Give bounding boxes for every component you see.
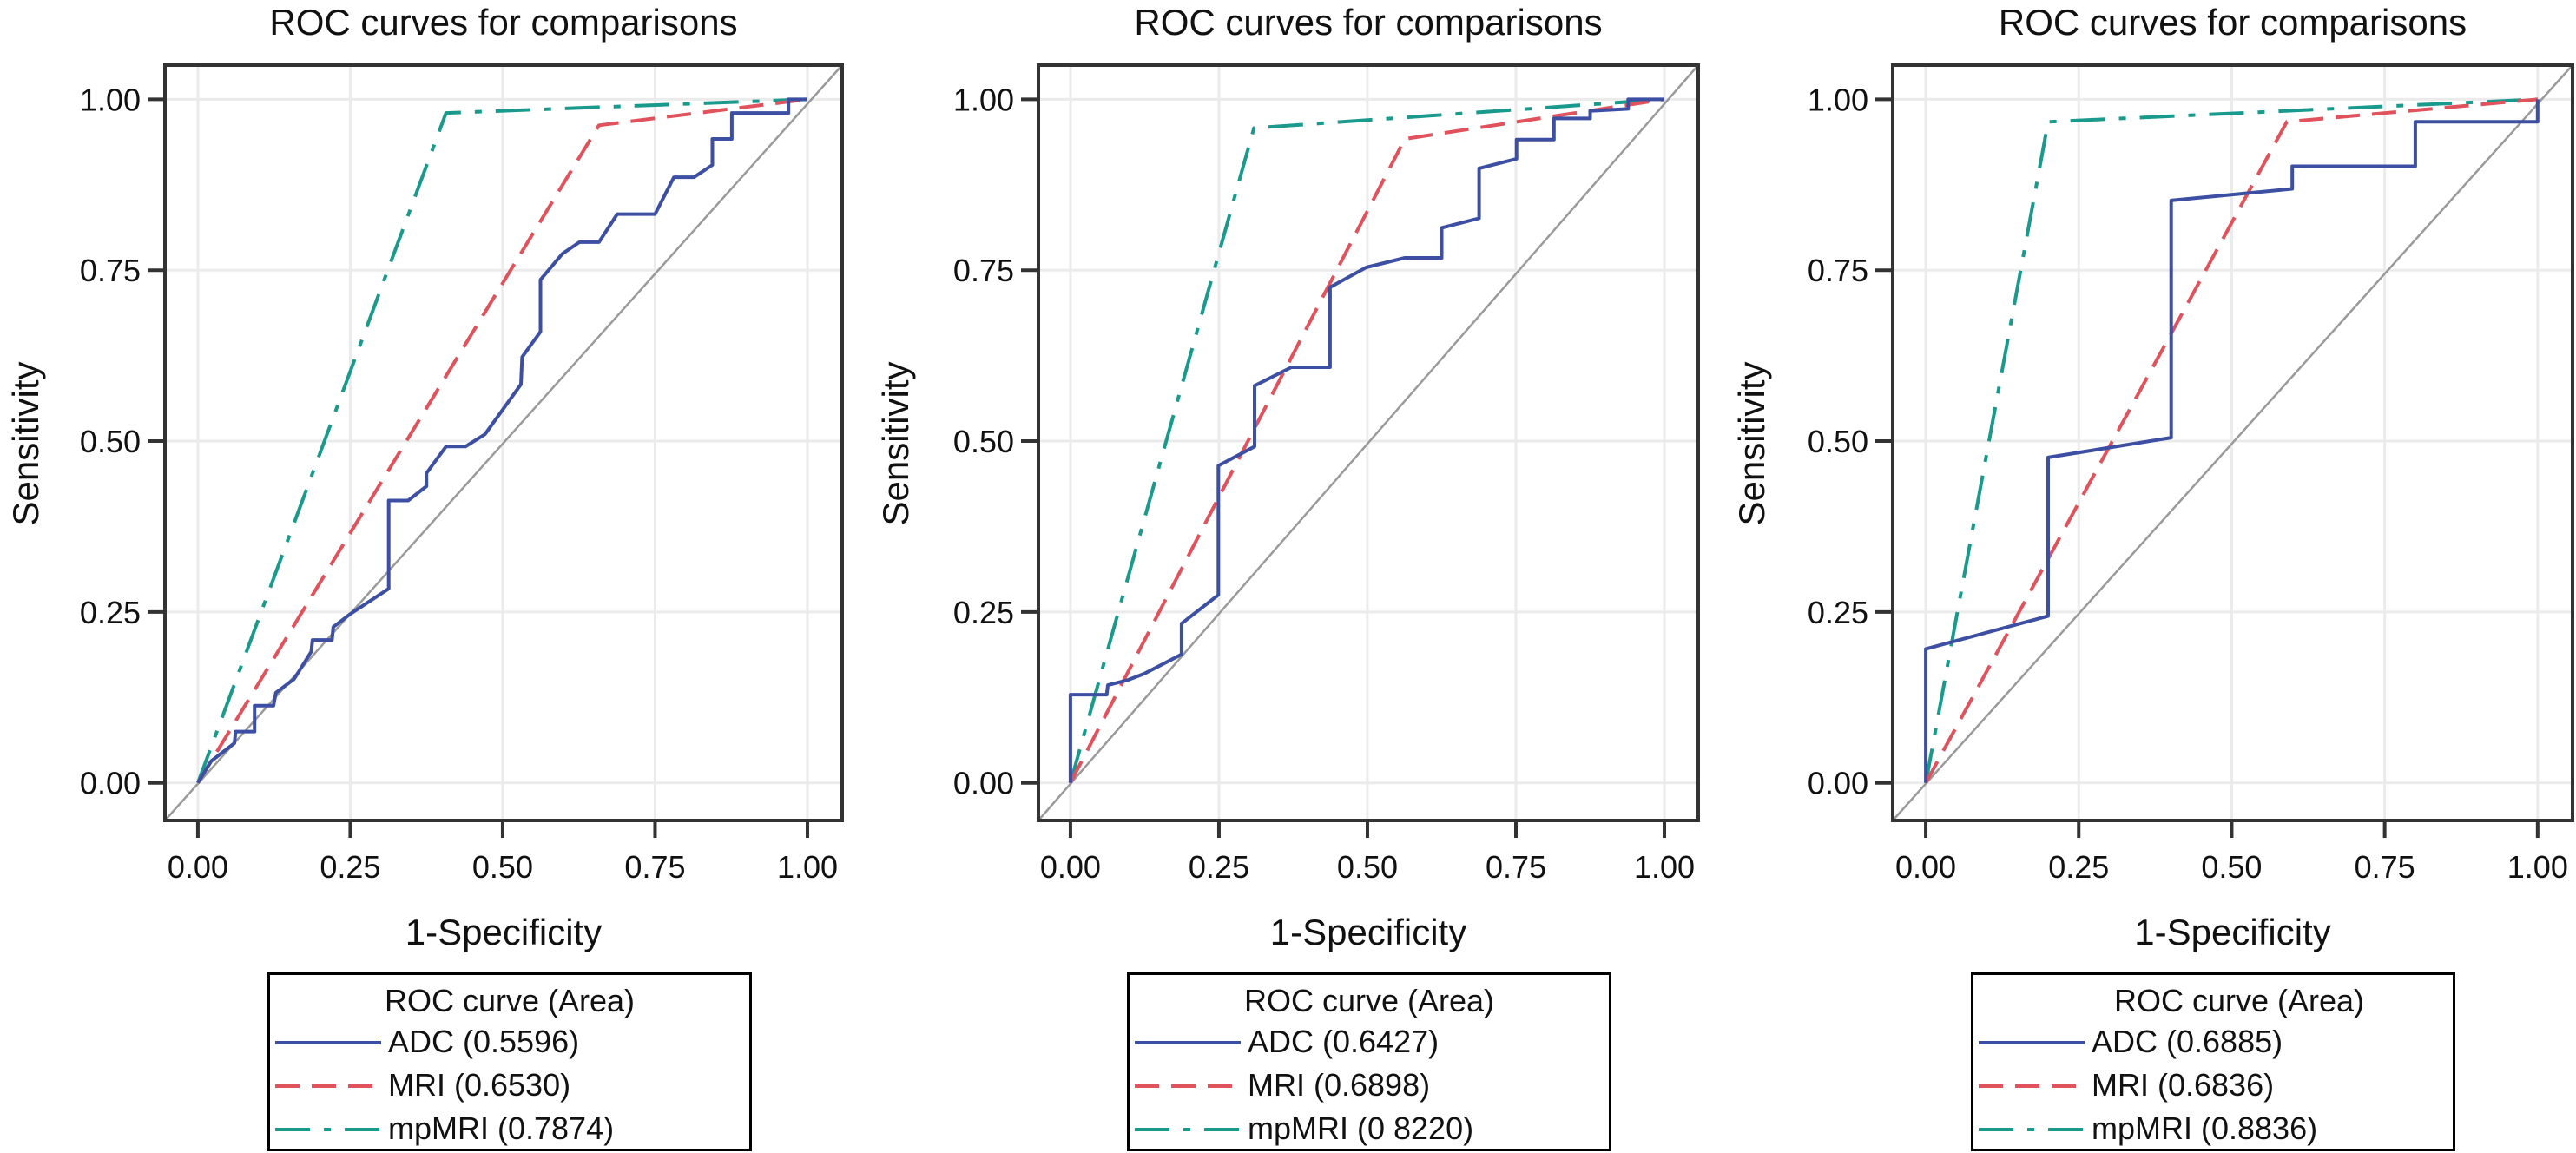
series-line-adc <box>1924 99 2540 783</box>
y-tick-label: 0.50 <box>953 424 1014 459</box>
legend-label: MRI (0.6530) <box>388 1067 571 1103</box>
y-tick-label: 1.00 <box>1808 82 1868 117</box>
legend-label: mpMRI (0 8220) <box>1248 1110 1474 1146</box>
series-line-mpmri <box>196 97 808 784</box>
legend-label: mpMRI (0.8836) <box>2092 1110 2318 1146</box>
legend-item-mri: MRI (0.6530) <box>270 1064 749 1107</box>
series-line-mri <box>1069 97 1665 784</box>
legend-label: ADC (0.6427) <box>1248 1024 1440 1059</box>
x-tick-label: 0.25 <box>1189 849 1249 885</box>
series-line-adc <box>1068 97 1664 783</box>
series-line-mri <box>196 97 808 784</box>
legend-item-adc: ADC (0.6885) <box>1973 1020 2453 1064</box>
x-tick-label: 0.75 <box>2355 849 2415 885</box>
y-tick-label: 0.50 <box>80 424 141 459</box>
x-tick-label: 0.75 <box>1486 849 1546 885</box>
y-tick-label: 0.25 <box>1808 595 1868 630</box>
x-axis-label: 1-Specificity <box>405 912 603 952</box>
x-tick-label: 0.50 <box>2201 849 2262 885</box>
roc-panel-2: ROC curves for comparisons Sensitivity 0… <box>860 0 1719 1153</box>
reference-diagonal <box>1038 64 1699 821</box>
x-tick-label: 1.00 <box>777 849 838 885</box>
chart-title: ROC curves for comparisons <box>269 2 738 43</box>
legend: ROC curve (Area) ADC (0.6885) MRI (0.683… <box>1971 972 2455 1151</box>
y-tick-label: 0.50 <box>1808 424 1868 459</box>
x-tick-label: 0.50 <box>472 849 533 885</box>
y-tick-label: 0.00 <box>1808 766 1868 801</box>
series-line-mpmri <box>1924 97 2538 784</box>
y-tick-label: 0.25 <box>80 595 141 630</box>
x-tick-label: 1.00 <box>1634 849 1695 885</box>
plot-area: 0.00 0.25 0.50 0.75 1.00 0.00 0.25 0.50 0.75 1.00 <box>80 63 844 885</box>
y-tick-label: 1.00 <box>953 82 1014 117</box>
legend-item-mri: MRI (0.6836) <box>1973 1064 2453 1107</box>
x-axis-label: 1-Specificity <box>2134 912 2331 952</box>
legend-item-mpmri: mpMRI (0.7874) <box>270 1107 749 1150</box>
legend: ROC curve (Area) ADC (0.5596) MRI (0.653… <box>267 972 752 1151</box>
roc-panel-3: ROC curves for comparisons Sensitivity 0… <box>1719 0 2576 1153</box>
legend-item-mri: MRI (0.6898) <box>1130 1064 1609 1107</box>
legend-item-mpmri: mpMRI (0.8836) <box>1973 1107 2453 1150</box>
legend: ROC curve (Area) ADC (0.6427) MRI (0.689… <box>1127 972 1611 1151</box>
plot-area: 0.00 0.25 0.50 0.75 1.00 0.00 0.25 0.50 0.75 1.00 <box>1808 63 2574 885</box>
x-tick-label: 0.00 <box>1040 849 1101 885</box>
series-line-mpmri <box>1068 97 1665 784</box>
legend-label: ADC (0.5596) <box>388 1024 580 1059</box>
reference-diagonal <box>1892 64 2573 821</box>
legend-item-adc: ADC (0.6427) <box>1130 1020 1609 1064</box>
roc-panel-1: ROC curves for comparisons Sensitivity 0… <box>0 0 860 1153</box>
y-tick-label: 0.25 <box>953 595 1014 630</box>
x-axis-label: 1-Specificity <box>1269 912 1467 952</box>
legend-title: ROC curve (Area) <box>2113 983 2365 1018</box>
chart-title: ROC curves for comparisons <box>1134 2 1603 43</box>
y-tick-label: 0.75 <box>953 253 1014 288</box>
x-tick-label: 0.50 <box>1337 849 1398 885</box>
legend-label: mpMRI (0.7874) <box>388 1110 615 1146</box>
series-line-adc <box>196 97 807 784</box>
y-tick-label: 0.75 <box>80 253 141 288</box>
y-tick-label: 0.75 <box>1808 253 1868 288</box>
plot-area: 0.00 0.25 0.50 0.75 1.00 0.00 0.25 0.50 0.75 1.00 <box>953 63 1700 885</box>
legend-label: ADC (0.6885) <box>2092 1024 2283 1059</box>
legend-label: MRI (0.6898) <box>1248 1067 1431 1103</box>
x-tick-label: 0.00 <box>1895 849 1956 885</box>
y-tick-label: 0.00 <box>953 766 1014 801</box>
legend-title: ROC curve (Area) <box>384 983 636 1018</box>
x-tick-label: 0.25 <box>2048 849 2109 885</box>
series-line-mri <box>1924 97 2538 784</box>
legend-title: ROC curve (Area) <box>1243 983 1495 1018</box>
y-tick-label: 1.00 <box>80 82 141 117</box>
legend-item-adc: ADC (0.5596) <box>270 1020 749 1064</box>
legend-item-mpmri: mpMRI (0 8220) <box>1130 1107 1609 1150</box>
x-tick-label: 0.75 <box>624 849 685 885</box>
legend-label: MRI (0.6836) <box>2092 1067 2275 1103</box>
reference-diagonal <box>164 64 843 821</box>
x-tick-label: 1.00 <box>2507 849 2568 885</box>
chart-title: ROC curves for comparisons <box>1998 2 2467 43</box>
x-tick-label: 0.25 <box>320 849 380 885</box>
y-tick-label: 0.00 <box>80 766 141 801</box>
x-tick-label: 0.00 <box>168 849 228 885</box>
